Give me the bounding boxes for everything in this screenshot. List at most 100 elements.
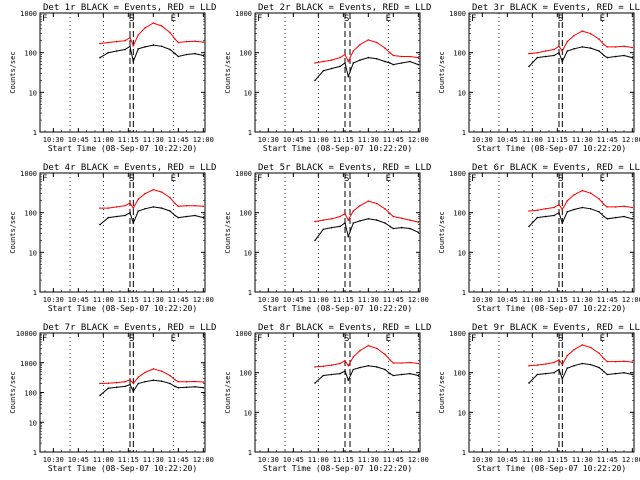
y-tick-label: 1	[248, 129, 252, 137]
data-point-events	[544, 372, 547, 375]
data-point-lld	[561, 50, 564, 52]
data-point-events	[169, 48, 171, 51]
data-point-lld	[160, 25, 163, 27]
data-point-lld	[566, 199, 569, 202]
data-point-lld	[553, 361, 555, 364]
panel-2	[254, 12, 421, 133]
data-point-events	[344, 62, 346, 64]
data-point-events	[177, 216, 180, 219]
x-tick-label: 11:00	[308, 136, 329, 144]
data-point-events	[573, 364, 575, 367]
data-point-events	[137, 382, 140, 385]
data-point-lld	[314, 220, 316, 223]
y-tick-label: 100	[453, 370, 466, 378]
data-point-events	[384, 368, 386, 371]
data-point-events	[202, 386, 205, 389]
x-axis-label: Start Time (08-Sep-07 10:22:20)	[263, 304, 412, 313]
marker-f: F	[42, 174, 47, 184]
x-axis-label: Start Time (08-Sep-07 10:22:20)	[48, 144, 197, 153]
data-point-lld	[573, 348, 575, 351]
data-point-lld	[589, 192, 592, 194]
data-point-events	[144, 46, 146, 48]
marker-e: E	[386, 174, 391, 184]
data-point-lld	[581, 344, 584, 346]
x-tick-label: 11:00	[522, 456, 543, 464]
data-point-events	[152, 44, 155, 46]
data-point-lld	[400, 362, 403, 364]
data-point-lld	[99, 42, 101, 45]
data-point-events	[344, 370, 346, 372]
x-tick-label: 11:00	[522, 296, 543, 304]
data-point-events	[536, 373, 539, 376]
data-point-events	[137, 210, 140, 212]
x-tick-label: 10:30	[258, 296, 279, 304]
panel-title: Det 1r BLACK = Events, RED = LLD	[43, 3, 216, 13]
data-point-lld	[603, 43, 605, 46]
data-point-lld	[623, 205, 625, 208]
data-point-events	[589, 208, 592, 210]
data-point-events	[202, 216, 205, 219]
data-point-lld	[132, 44, 135, 47]
data-point-events	[536, 216, 539, 219]
data-point-events	[352, 368, 355, 371]
x-tick-label: 11:45	[597, 456, 618, 464]
y-tick-label: 1000	[20, 170, 37, 178]
data-point-events	[339, 225, 341, 228]
data-point-events	[561, 60, 564, 63]
data-point-lld	[194, 380, 196, 383]
series-line-lld	[100, 189, 204, 210]
data-point-events	[152, 379, 155, 382]
data-point-lld	[528, 210, 530, 212]
data-point-lld	[566, 40, 569, 43]
data-point-lld	[589, 32, 592, 35]
data-point-events	[124, 48, 126, 51]
data-point-lld	[344, 212, 346, 215]
data-point-lld	[566, 354, 569, 357]
data-point-events	[553, 371, 555, 374]
x-tick-label: 11:30	[572, 136, 593, 144]
series-line-events	[314, 57, 419, 81]
x-tick-label: 11:00	[308, 296, 329, 304]
marker-f: F	[471, 14, 476, 24]
data-point-lld	[185, 380, 188, 383]
data-point-events	[132, 222, 135, 224]
data-point-events	[598, 211, 600, 213]
panel-title: Det 5r BLACK = Events, RED = LLD	[258, 163, 431, 173]
data-point-events	[347, 75, 350, 78]
data-point-lld	[185, 204, 188, 207]
marker-s: S	[129, 174, 134, 184]
y-axis-label: Counts/sec	[224, 371, 232, 413]
data-point-lld	[115, 40, 118, 43]
data-point-lld	[389, 212, 391, 215]
data-point-lld	[606, 360, 609, 363]
x-tick-label: 11:30	[143, 296, 164, 304]
data-point-lld	[169, 374, 171, 377]
plot-frame	[39, 332, 206, 453]
data-point-events	[400, 62, 403, 64]
data-point-lld	[384, 353, 386, 356]
data-point-events	[347, 235, 350, 238]
data-point-events	[129, 383, 131, 386]
data-point-lld	[536, 51, 539, 54]
data-point-events	[536, 56, 539, 59]
data-point-lld	[417, 362, 420, 365]
x-tick-label: 10:30	[472, 456, 493, 464]
data-point-events	[352, 62, 355, 64]
data-point-lld	[558, 45, 560, 48]
panel-title: Det 9r BLACK = Events, RED = LLD	[472, 323, 640, 333]
data-point-lld	[581, 189, 584, 192]
data-point-events	[566, 211, 569, 213]
data-point-lld	[606, 46, 609, 48]
data-point-events	[330, 67, 333, 70]
marker-e: E	[386, 334, 391, 344]
data-point-events	[194, 52, 196, 55]
x-tick-label: 11:30	[358, 136, 379, 144]
series-line-lld	[314, 39, 419, 64]
data-point-events	[174, 214, 176, 217]
x-tick-label: 10:45	[68, 136, 89, 144]
x-tick-label: 11:30	[358, 296, 379, 304]
data-point-events	[598, 50, 600, 52]
plot-frame	[254, 12, 421, 133]
data-point-events	[375, 219, 378, 221]
data-point-events	[115, 50, 118, 52]
